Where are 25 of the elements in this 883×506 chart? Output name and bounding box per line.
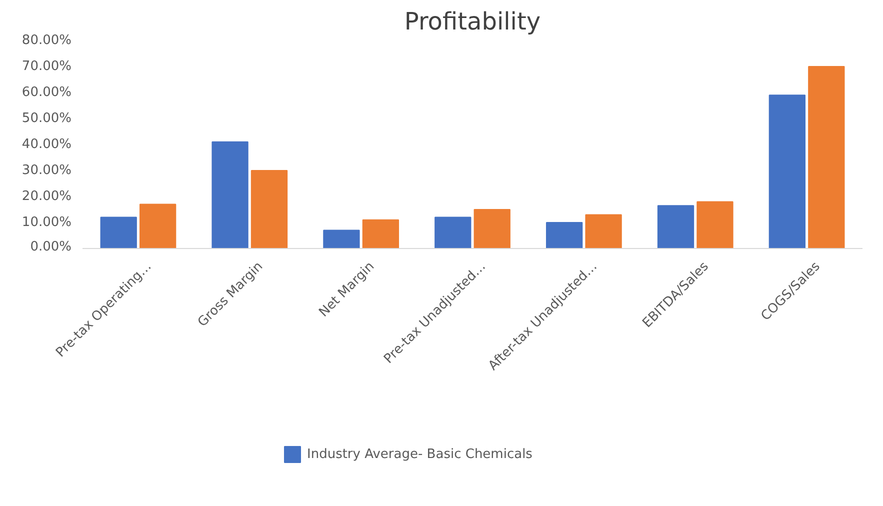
bar bbox=[474, 209, 510, 248]
y-tick-label: 60.00% bbox=[22, 85, 72, 100]
y-tick-label: 30.00% bbox=[22, 163, 72, 178]
bar bbox=[808, 66, 845, 248]
bar bbox=[657, 205, 694, 248]
legend-label: Industry Average- Basic Chemicals bbox=[307, 446, 532, 462]
y-tick-label: 0.00% bbox=[30, 240, 72, 254]
bar bbox=[250, 170, 288, 248]
y-tick-label: 50.00% bbox=[22, 111, 72, 126]
y-tick-label: 10.00% bbox=[22, 215, 72, 230]
y-tick-label: 70.00% bbox=[22, 59, 72, 74]
bar bbox=[362, 219, 400, 248]
y-tick-label: 80.00% bbox=[22, 33, 72, 48]
chart-title: Profitability bbox=[404, 8, 541, 36]
bar bbox=[434, 216, 472, 248]
y-tick-label: 20.00% bbox=[22, 189, 72, 204]
bar bbox=[212, 141, 248, 248]
y-tick-label: 40.00% bbox=[22, 137, 72, 152]
bar bbox=[696, 201, 734, 248]
bar bbox=[585, 214, 622, 248]
bar bbox=[323, 230, 360, 248]
bar bbox=[768, 94, 806, 248]
bar bbox=[100, 216, 137, 248]
bar bbox=[546, 222, 583, 248]
bar bbox=[139, 204, 176, 248]
